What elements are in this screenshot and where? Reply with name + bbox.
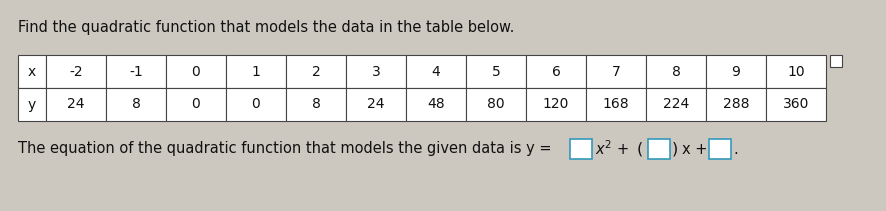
- Bar: [766, 88, 826, 121]
- Text: 9: 9: [732, 65, 741, 78]
- Text: 5: 5: [492, 65, 501, 78]
- Text: 360: 360: [783, 97, 809, 111]
- Bar: [648, 139, 670, 159]
- Text: Find the quadratic function that models the data in the table below.: Find the quadratic function that models …: [18, 20, 515, 35]
- Bar: [286, 88, 346, 121]
- Bar: [226, 88, 286, 121]
- Bar: [646, 55, 706, 88]
- Text: 0: 0: [252, 97, 260, 111]
- Text: 24: 24: [67, 97, 85, 111]
- Text: 224: 224: [663, 97, 689, 111]
- Text: 48: 48: [427, 97, 445, 111]
- Text: x +: x +: [682, 142, 707, 157]
- Bar: [706, 88, 766, 121]
- Bar: [106, 55, 166, 88]
- Text: 168: 168: [602, 97, 629, 111]
- Text: -1: -1: [129, 65, 143, 78]
- Text: .: .: [733, 142, 738, 157]
- Text: 24: 24: [368, 97, 385, 111]
- Bar: [226, 55, 286, 88]
- Bar: [46, 55, 106, 88]
- Text: 8: 8: [672, 65, 680, 78]
- Text: The equation of the quadratic function that models the given data is y =: The equation of the quadratic function t…: [18, 142, 551, 157]
- Bar: [18, 88, 46, 121]
- Bar: [526, 88, 586, 121]
- Bar: [46, 88, 106, 121]
- Bar: [646, 88, 706, 121]
- Bar: [586, 88, 646, 121]
- Bar: [406, 55, 466, 88]
- Bar: [766, 55, 826, 88]
- Text: 6: 6: [552, 65, 561, 78]
- Bar: [166, 88, 226, 121]
- Bar: [466, 88, 526, 121]
- Text: ): ): [672, 142, 679, 157]
- Bar: [830, 55, 842, 67]
- Text: $x^2$ +: $x^2$ +: [595, 140, 629, 158]
- Text: y: y: [27, 97, 36, 111]
- Text: 8: 8: [312, 97, 321, 111]
- Text: 1: 1: [252, 65, 260, 78]
- Text: 120: 120: [543, 97, 569, 111]
- Bar: [586, 55, 646, 88]
- Bar: [706, 55, 766, 88]
- Bar: [106, 88, 166, 121]
- Bar: [166, 55, 226, 88]
- Text: 3: 3: [371, 65, 380, 78]
- Text: 80: 80: [487, 97, 505, 111]
- Bar: [18, 55, 826, 121]
- Text: 288: 288: [723, 97, 750, 111]
- Text: 10: 10: [787, 65, 804, 78]
- Bar: [526, 55, 586, 88]
- Text: 4: 4: [431, 65, 440, 78]
- Bar: [286, 55, 346, 88]
- Bar: [346, 88, 406, 121]
- Text: 8: 8: [131, 97, 141, 111]
- Text: -2: -2: [69, 65, 82, 78]
- Text: 0: 0: [191, 97, 200, 111]
- Text: 0: 0: [191, 65, 200, 78]
- Text: 2: 2: [312, 65, 321, 78]
- Bar: [709, 139, 731, 159]
- Text: 7: 7: [611, 65, 620, 78]
- Text: x: x: [27, 65, 36, 78]
- Bar: [466, 55, 526, 88]
- Bar: [346, 55, 406, 88]
- Bar: [18, 55, 46, 88]
- Bar: [406, 88, 466, 121]
- Text: (: (: [637, 142, 643, 157]
- Bar: [570, 139, 592, 159]
